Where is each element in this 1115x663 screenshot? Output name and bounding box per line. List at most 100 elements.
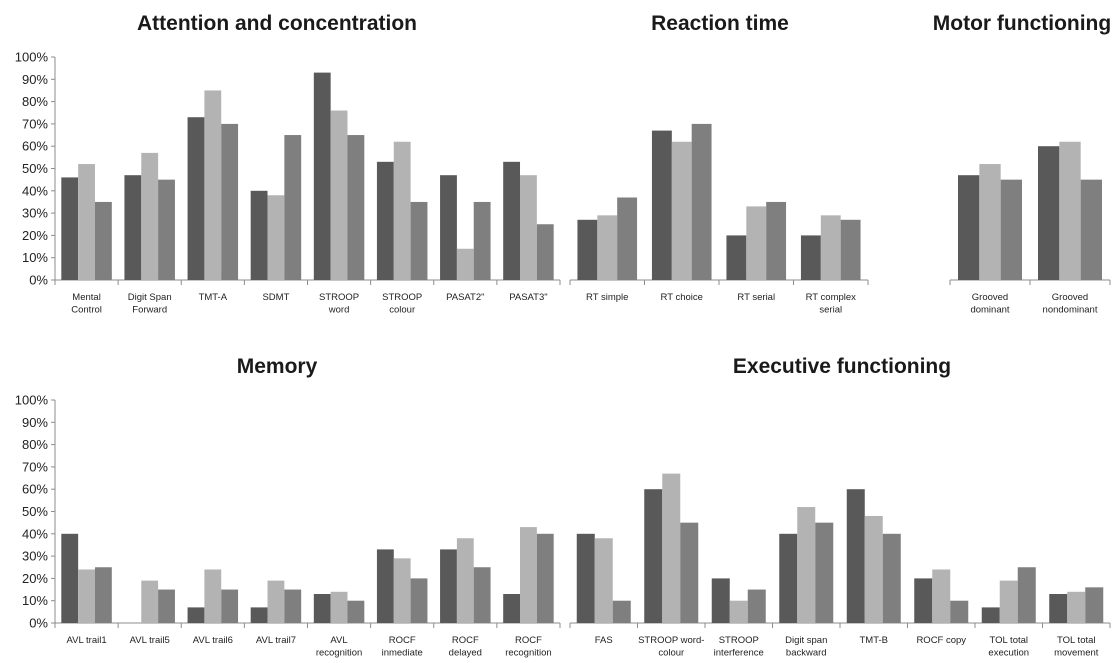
chart-title: Memory — [237, 355, 318, 378]
bar — [267, 195, 285, 280]
bar — [1059, 141, 1081, 280]
bar — [187, 117, 205, 281]
bar — [78, 569, 95, 623]
bar — [958, 175, 980, 280]
bar — [456, 248, 474, 280]
x-tick-label: ROCF copy — [916, 635, 966, 646]
x-tick-label: AVL trail1 — [66, 635, 106, 646]
bar — [347, 600, 365, 623]
bar — [393, 141, 411, 280]
bar — [221, 123, 239, 281]
bar — [1038, 146, 1060, 280]
bar — [221, 589, 239, 623]
x-tick-label: Mental — [72, 292, 101, 303]
y-tick-label: 80% — [22, 437, 48, 452]
x-tick-label: Digit span — [785, 635, 827, 646]
bar — [520, 527, 537, 623]
bar — [330, 591, 348, 623]
y-tick-label: 60% — [22, 139, 48, 154]
x-tick-label: STROOP word- — [638, 635, 704, 646]
x-tick-label: serial — [819, 305, 842, 316]
y-tick-label: 10% — [22, 593, 48, 608]
chart-panel: Motor functioning Grooved dominant Grooved n… — [933, 12, 1111, 316]
bar — [577, 219, 598, 280]
x-tick-label: AVL trail6 — [193, 635, 233, 646]
x-tick-label: recognition — [505, 648, 551, 659]
bar — [440, 549, 457, 623]
x-tick-label: STROOP — [319, 292, 359, 303]
bar — [671, 141, 692, 280]
bar — [1000, 179, 1022, 280]
bar — [410, 201, 428, 280]
bar — [313, 594, 331, 623]
x-tick-label: Grooved — [1052, 292, 1088, 303]
bar — [981, 607, 1000, 623]
bar — [124, 175, 142, 280]
y-tick-label: 60% — [22, 482, 48, 497]
chart-panel: Reaction time RT simple RT choice RT serial… — [569, 12, 869, 316]
bar — [932, 569, 951, 623]
bar — [644, 489, 663, 623]
bar — [950, 600, 969, 623]
bar — [1085, 587, 1104, 623]
y-tick-label: 40% — [22, 526, 48, 541]
chart-panel: Attention and concentration 0% 10% 20% 30% 40… — [15, 12, 561, 316]
x-tick-label: execution — [988, 648, 1029, 659]
bar — [691, 123, 712, 281]
bar — [376, 161, 394, 280]
bar — [747, 589, 766, 623]
bar — [330, 110, 348, 281]
bar — [766, 201, 787, 280]
y-tick-label: 30% — [22, 206, 48, 221]
bar — [347, 135, 365, 280]
x-tick-label: PASAT3" — [509, 292, 547, 303]
chart-title: Reaction time — [651, 12, 789, 35]
chart-title: Attention and concentration — [137, 12, 417, 35]
bar — [680, 522, 699, 623]
bar — [726, 235, 747, 280]
x-tick-label: interference — [714, 648, 764, 659]
x-tick-label: colour — [389, 305, 415, 316]
x-tick-label: PASAT2" — [446, 292, 484, 303]
bar — [882, 533, 901, 623]
bar — [840, 219, 861, 280]
y-tick-label: 70% — [22, 116, 48, 131]
x-tick-label: TMT-A — [199, 292, 228, 303]
x-tick-label: backward — [786, 648, 827, 659]
bar — [536, 533, 554, 623]
x-tick-label: TOL total — [989, 635, 1028, 646]
bar — [267, 580, 285, 623]
bar — [846, 489, 865, 623]
bar — [78, 164, 95, 280]
bar — [503, 594, 521, 623]
bar — [94, 201, 112, 280]
bar — [250, 607, 268, 623]
x-tick-label: RT simple — [586, 292, 628, 303]
x-tick-label: RT serial — [737, 292, 775, 303]
bar — [456, 538, 474, 623]
x-tick-label: AVL trail7 — [256, 635, 296, 646]
x-tick-label: AVL trail5 — [130, 635, 170, 646]
x-tick-label: ROCF — [515, 635, 542, 646]
bar — [864, 515, 883, 623]
y-tick-label: 90% — [22, 72, 48, 87]
bar — [1080, 179, 1102, 280]
y-tick-label: 20% — [22, 228, 48, 243]
x-tick-label: word — [328, 305, 350, 316]
bar — [1049, 594, 1068, 623]
bar — [158, 179, 175, 280]
bar — [503, 161, 521, 280]
bar — [520, 175, 537, 280]
x-tick-label: inmediate — [382, 648, 423, 659]
bar — [651, 130, 672, 280]
y-tick-label: 100% — [15, 393, 49, 408]
y-tick-label: 40% — [22, 183, 48, 198]
bar — [473, 201, 491, 280]
bar — [141, 152, 159, 280]
bar — [576, 533, 595, 623]
y-tick-label: 50% — [22, 161, 48, 176]
bar — [376, 549, 394, 623]
bar — [250, 190, 268, 280]
x-tick-label: recognition — [316, 648, 362, 659]
x-tick-label: TMT-B — [860, 635, 889, 646]
